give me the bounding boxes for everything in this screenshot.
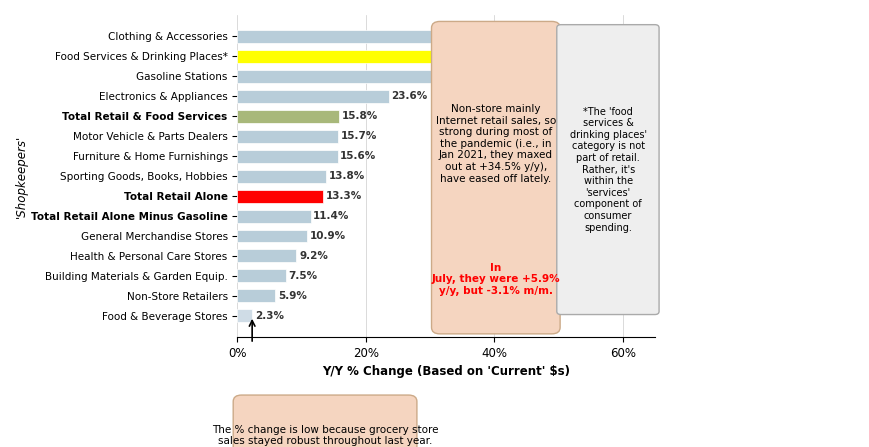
- Text: In
July, they were +5.9%
y/y, but -3.1% m/m.: In July, they were +5.9% y/y, but -3.1% …: [431, 262, 560, 296]
- Bar: [237, 70, 478, 83]
- Text: 5.9%: 5.9%: [277, 291, 307, 301]
- Text: 2.3%: 2.3%: [255, 311, 283, 321]
- Text: 23.6%: 23.6%: [391, 91, 428, 101]
- Bar: [237, 249, 296, 262]
- Bar: [237, 229, 307, 242]
- Text: 7.5%: 7.5%: [288, 271, 317, 281]
- Text: 9.2%: 9.2%: [299, 251, 328, 261]
- FancyBboxPatch shape: [556, 25, 659, 315]
- Bar: [237, 270, 285, 283]
- Bar: [237, 89, 388, 103]
- Text: Non-store mainly
Internet retail sales, so
strong during most of
the pandemic (i: Non-store mainly Internet retail sales, …: [435, 104, 555, 184]
- Text: 11.4%: 11.4%: [313, 211, 349, 221]
- Text: 38.4%: 38.4%: [486, 51, 522, 61]
- Bar: [237, 150, 337, 163]
- Text: 13.3%: 13.3%: [325, 191, 362, 201]
- Text: The % change is low because grocery store
sales stayed robust throughout last ye: The % change is low because grocery stor…: [211, 425, 438, 446]
- Bar: [237, 210, 310, 223]
- Text: 43.4%: 43.4%: [518, 31, 554, 41]
- FancyBboxPatch shape: [431, 21, 560, 334]
- Bar: [237, 309, 252, 322]
- Y-axis label: 'Shopkeepers': 'Shopkeepers': [15, 135, 28, 218]
- Bar: [237, 30, 515, 42]
- Text: 15.8%: 15.8%: [341, 111, 377, 121]
- Bar: [237, 190, 322, 202]
- Text: 37.5%: 37.5%: [481, 71, 516, 81]
- FancyBboxPatch shape: [233, 395, 416, 447]
- Text: 15.6%: 15.6%: [340, 151, 376, 161]
- Text: 13.8%: 13.8%: [328, 171, 364, 181]
- Bar: [237, 130, 338, 143]
- Bar: [237, 110, 339, 122]
- Text: *The 'food
services &
drinking places'
category is not
part of retail.
Rather, i: *The 'food services & drinking places' c…: [569, 106, 646, 232]
- Text: 15.7%: 15.7%: [341, 131, 377, 141]
- X-axis label: Y/Y % Change (Based on 'Current' $s): Y/Y % Change (Based on 'Current' $s): [322, 365, 569, 378]
- Bar: [237, 290, 275, 303]
- Bar: [237, 50, 483, 63]
- Bar: [237, 169, 326, 182]
- Text: 10.9%: 10.9%: [309, 231, 346, 241]
